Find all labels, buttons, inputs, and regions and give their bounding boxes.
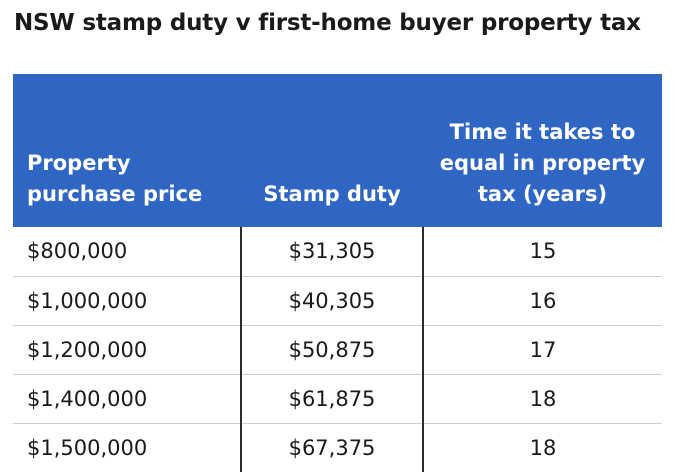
table-row: $800,000 $31,305 15: [13, 227, 662, 277]
table-title: NSW stamp duty v first-home buyer proper…: [14, 10, 641, 36]
table-row: $1,400,000 $61,875 18: [13, 374, 662, 424]
cell-stamp-duty: $40,305: [240, 276, 423, 326]
cell-stamp-duty: $50,875: [240, 325, 423, 375]
table-row: $1,500,000 $67,375 18: [13, 423, 662, 472]
cell-purchase-price: $1,500,000: [27, 435, 148, 460]
stamp-duty-table: Property purchase price Stamp duty Time …: [13, 74, 662, 472]
cell-stamp-duty: $61,875: [240, 374, 423, 424]
table-header: Property purchase price Stamp duty Time …: [13, 74, 662, 227]
header-property-purchase-price: Property purchase price: [13, 74, 241, 227]
table-row: $1,000,000 $40,305 16: [13, 276, 662, 326]
table-row: $1,200,000 $50,875 17: [13, 325, 662, 375]
cell-purchase-price: $800,000: [13, 227, 241, 277]
cell-years: 18: [422, 423, 662, 472]
table-body: $800,000 $31,305 15 $1,000,000 $40,305 1…: [13, 227, 662, 472]
cell-stamp-duty: $67,375: [240, 423, 423, 472]
cell-purchase-price: $1,400,000: [13, 374, 241, 424]
cell-years: 15: [422, 227, 662, 277]
cell-years: 18: [422, 374, 662, 424]
cell-stamp-duty: $31,305: [240, 227, 423, 277]
header-stamp-duty: Stamp duty: [241, 74, 423, 227]
cell-years: 16: [422, 276, 662, 326]
cell-purchase-price: $1,000,000: [13, 276, 241, 326]
header-row: Property purchase price Stamp duty Time …: [13, 74, 662, 227]
cell-years: 17: [422, 325, 662, 375]
cell-purchase-price: $1,200,000: [13, 325, 241, 375]
header-time-to-equal-property-tax: Time it takes to equal in property tax (…: [423, 74, 662, 227]
